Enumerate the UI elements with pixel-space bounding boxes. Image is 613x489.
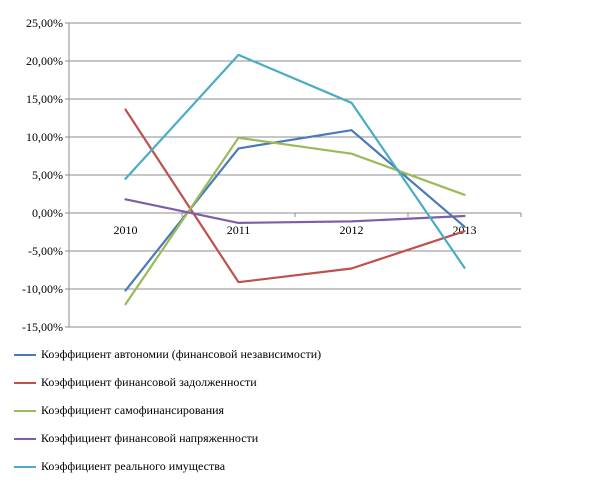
legend-label: Коэффициент финансовой задолженности	[41, 374, 257, 389]
legend-swatch	[14, 438, 36, 440]
legend-swatch	[14, 466, 36, 468]
series-line-4	[124, 198, 466, 224]
x-tick-label: 2010	[114, 223, 138, 237]
legend-label: Коэффициент финансовой напряженности	[41, 430, 259, 445]
legend-item: Коэффициент финансовой задолженности	[14, 368, 604, 396]
chart-legend: Коэффициент автономии (финансовой незави…	[14, 340, 604, 480]
line-chart-plot: 25,00% 20,00% 15,00% 10,00% 5,00% 0,00% -5,00%…	[22, 16, 522, 334]
series-line-2	[124, 108, 466, 284]
legend-item: Коэффициент самофинансирования	[14, 396, 604, 424]
x-tick-label: 2012	[340, 223, 364, 237]
y-tick-label: -10,00%	[22, 282, 63, 296]
series-line-5	[124, 53, 466, 269]
legend-label: Коэффициент самофинансирования	[41, 402, 225, 417]
y-tick-label: 10,00%	[26, 130, 63, 144]
y-tick-label: 25,00%	[26, 16, 63, 30]
y-tick-label: 5,00%	[32, 168, 63, 182]
legend-swatch	[14, 382, 36, 384]
legend-label: Коэффициент реального имущества	[41, 458, 226, 473]
legend-item: Коэффициент реального имущества	[14, 452, 604, 480]
y-tick-label: 20,00%	[26, 54, 63, 68]
x-tick-label: 2011	[227, 223, 251, 237]
legend-item: Коэффициент финансовой напряженности	[14, 424, 604, 452]
y-tick-label: -5,00%	[28, 244, 63, 258]
legend-label: Коэффициент автономии (финансовой незави…	[41, 346, 322, 361]
legend-item: Коэффициент автономии (финансовой незави…	[14, 340, 604, 368]
y-tick-label: 15,00%	[26, 92, 63, 106]
y-tick-label: 0,00%	[32, 206, 63, 220]
legend-swatch	[14, 410, 36, 412]
y-tick-label: -15,00%	[22, 320, 63, 334]
series-line-3	[124, 136, 466, 306]
legend-swatch	[14, 354, 36, 356]
